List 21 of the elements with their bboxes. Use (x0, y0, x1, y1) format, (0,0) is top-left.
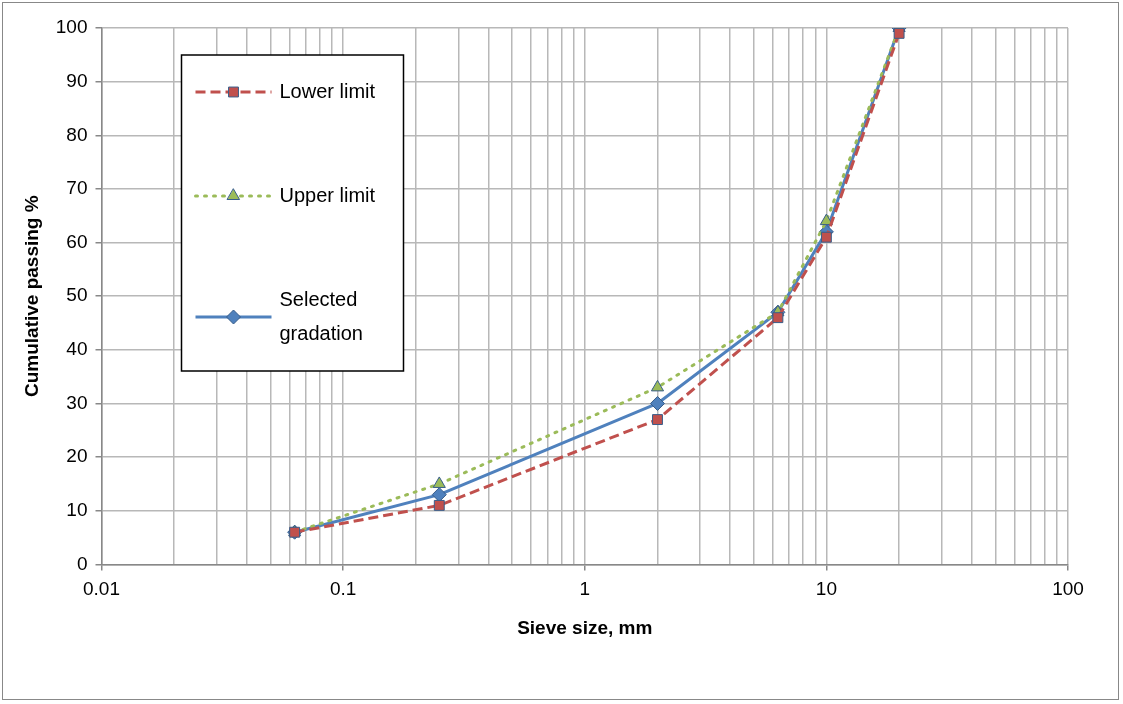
y-tick-label: 0 (76, 552, 88, 574)
y-tick-label: 70 (66, 177, 88, 199)
x-tick-label: 1 (579, 578, 591, 600)
x-tick-label: 100 (1052, 578, 1084, 600)
y-tick-label: 80 (66, 123, 88, 145)
legend-label: Lower limit (279, 79, 376, 102)
y-tick-label: 40 (66, 338, 88, 360)
y-tick-label: 50 (66, 284, 88, 306)
y-axis-title: Cumulative passing % (20, 195, 42, 398)
y-tick-label: 90 (66, 69, 88, 91)
y-tick-label: 10 (66, 498, 88, 520)
y-tick-label: 20 (66, 445, 88, 467)
legend-label: Selected gradation (279, 287, 363, 344)
legend-label: Upper limit (279, 183, 376, 206)
x-tick-label: 0.01 (83, 578, 120, 600)
x-tick-label: 10 (815, 578, 837, 600)
y-tick-label: 100 (55, 16, 88, 38)
y-tick-label: 60 (66, 230, 88, 252)
x-axis-title: Sieve size, mm (517, 616, 653, 638)
y-tick-label: 30 (66, 391, 88, 413)
x-tick-label: 0.1 (329, 578, 357, 600)
